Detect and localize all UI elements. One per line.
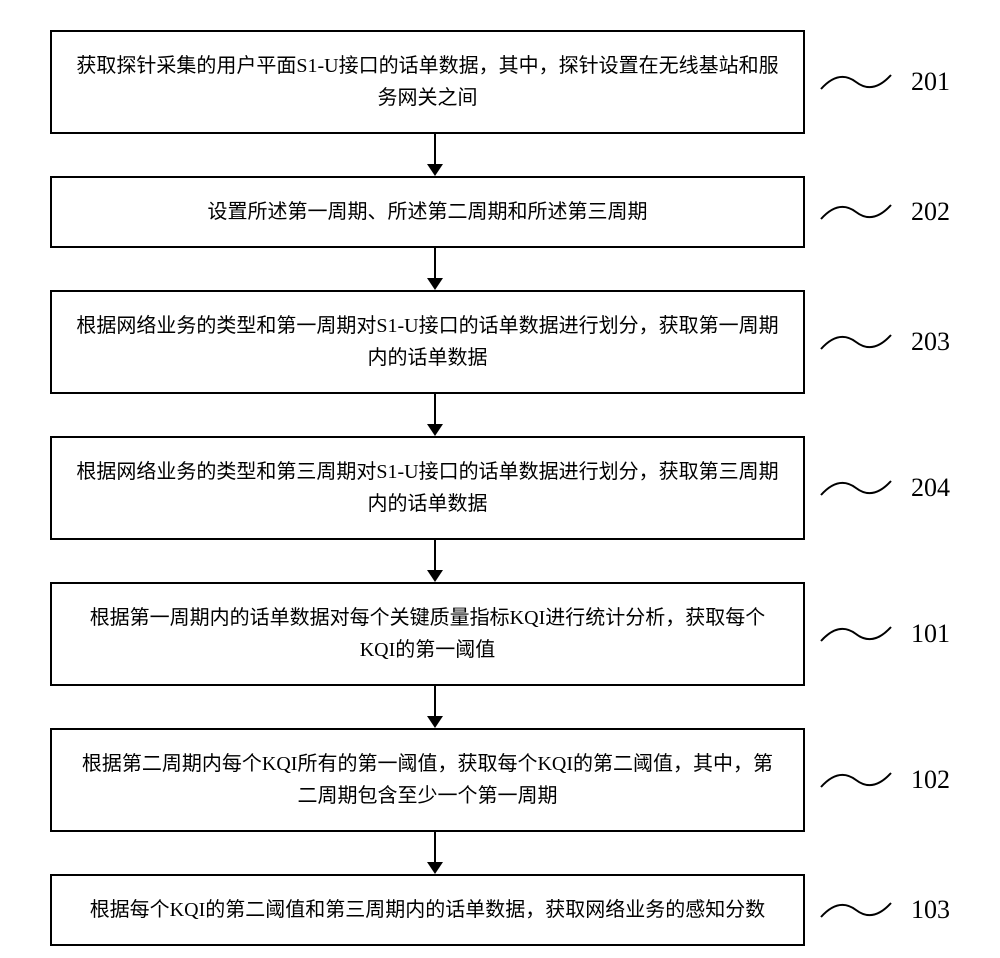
step-label-103: 103	[821, 895, 950, 925]
connector-tilde	[821, 197, 891, 227]
arrow-line	[434, 832, 436, 862]
step-label-text: 103	[911, 895, 950, 925]
arrow-head-icon	[427, 164, 443, 176]
step-row-203: 根据网络业务的类型和第一周期对S1-U接口的话单数据进行划分，获取第一周期内的话…	[50, 290, 950, 394]
step-label-201: 201	[821, 67, 950, 97]
step-text: 根据网络业务的类型和第三周期对S1-U接口的话单数据进行划分，获取第三周期内的话…	[76, 456, 779, 520]
step-label-101: 101	[821, 619, 950, 649]
step-label-text: 202	[911, 197, 950, 227]
connector-tilde	[821, 765, 891, 795]
step-text: 根据网络业务的类型和第一周期对S1-U接口的话单数据进行划分，获取第一周期内的话…	[76, 310, 779, 374]
step-box-102: 根据第二周期内每个KQI所有的第一阈值，获取每个KQI的第二阈值，其中，第二周期…	[50, 728, 805, 832]
step-text: 根据第一周期内的话单数据对每个关键质量指标KQI进行统计分析，获取每个KQI的第…	[76, 602, 779, 666]
connector-tilde	[821, 473, 891, 503]
step-box-203: 根据网络业务的类型和第一周期对S1-U接口的话单数据进行划分，获取第一周期内的话…	[50, 290, 805, 394]
step-row-201: 获取探针采集的用户平面S1-U接口的话单数据，其中，探针设置在无线基站和服务网关…	[50, 30, 950, 134]
arrow-head-icon	[427, 716, 443, 728]
flowchart-container: 获取探针采集的用户平面S1-U接口的话单数据，其中，探针设置在无线基站和服务网关…	[50, 30, 950, 946]
connector-tilde	[821, 67, 891, 97]
connector-tilde	[821, 895, 891, 925]
arrow-2	[427, 248, 443, 290]
step-label-203: 203	[821, 327, 950, 357]
step-box-204: 根据网络业务的类型和第三周期对S1-U接口的话单数据进行划分，获取第三周期内的话…	[50, 436, 805, 540]
arrow-line	[434, 394, 436, 424]
step-row-202: 设置所述第一周期、所述第二周期和所述第三周期 202	[50, 176, 950, 248]
arrow-head-icon	[427, 278, 443, 290]
arrow-6	[427, 832, 443, 874]
arrow-4	[427, 540, 443, 582]
arrow-head-icon	[427, 570, 443, 582]
arrow-1	[427, 134, 443, 176]
step-label-202: 202	[821, 197, 950, 227]
step-text: 根据每个KQI的第二阈值和第三周期内的话单数据，获取网络业务的感知分数	[90, 894, 766, 926]
connector-tilde	[821, 327, 891, 357]
arrow-line	[434, 686, 436, 716]
step-label-text: 102	[911, 765, 950, 795]
step-row-103: 根据每个KQI的第二阈值和第三周期内的话单数据，获取网络业务的感知分数 103	[50, 874, 950, 946]
step-box-101: 根据第一周期内的话单数据对每个关键质量指标KQI进行统计分析，获取每个KQI的第…	[50, 582, 805, 686]
arrow-3	[427, 394, 443, 436]
arrow-5	[427, 686, 443, 728]
step-label-102: 102	[821, 765, 950, 795]
step-text: 获取探针采集的用户平面S1-U接口的话单数据，其中，探针设置在无线基站和服务网关…	[76, 50, 779, 114]
step-label-text: 101	[911, 619, 950, 649]
arrow-head-icon	[427, 862, 443, 874]
arrow-line	[434, 540, 436, 570]
step-row-204: 根据网络业务的类型和第三周期对S1-U接口的话单数据进行划分，获取第三周期内的话…	[50, 436, 950, 540]
arrow-head-icon	[427, 424, 443, 436]
step-box-201: 获取探针采集的用户平面S1-U接口的话单数据，其中，探针设置在无线基站和服务网关…	[50, 30, 805, 134]
arrow-line	[434, 134, 436, 164]
step-row-101: 根据第一周期内的话单数据对每个关键质量指标KQI进行统计分析，获取每个KQI的第…	[50, 582, 950, 686]
step-label-text: 203	[911, 327, 950, 357]
step-text: 根据第二周期内每个KQI所有的第一阈值，获取每个KQI的第二阈值，其中，第二周期…	[76, 748, 779, 812]
step-box-202: 设置所述第一周期、所述第二周期和所述第三周期	[50, 176, 805, 248]
step-row-102: 根据第二周期内每个KQI所有的第一阈值，获取每个KQI的第二阈值，其中，第二周期…	[50, 728, 950, 832]
step-label-text: 201	[911, 67, 950, 97]
step-label-204: 204	[821, 473, 950, 503]
connector-tilde	[821, 619, 891, 649]
step-box-103: 根据每个KQI的第二阈值和第三周期内的话单数据，获取网络业务的感知分数	[50, 874, 805, 946]
arrow-line	[434, 248, 436, 278]
step-text: 设置所述第一周期、所述第二周期和所述第三周期	[207, 196, 647, 228]
step-label-text: 204	[911, 473, 950, 503]
